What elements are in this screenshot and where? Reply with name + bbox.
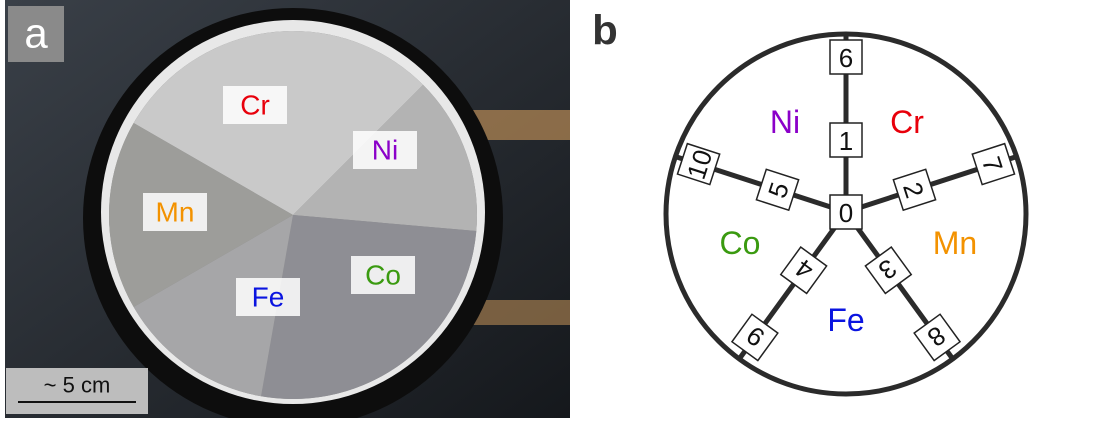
element-label: Co	[365, 260, 401, 291]
element-label: Ni	[770, 104, 800, 140]
position-node: 2	[893, 169, 935, 210]
position-node: 6	[830, 40, 862, 74]
node-label: 0	[839, 198, 853, 228]
position-node: 4	[781, 247, 827, 293]
position-node: 8	[914, 314, 960, 360]
element-label: Co	[720, 225, 761, 261]
position-node: 5	[756, 169, 798, 210]
panel-label: b	[592, 7, 618, 54]
figure: a ~ 5 cm CrNiMnFeCo b 016273849510NiCrCo…	[0, 0, 1113, 418]
node-label: 1	[839, 126, 853, 156]
scale-bar-label: ~ 5 cm	[44, 373, 111, 398]
panel-label: a	[24, 10, 48, 57]
element-label: Fe	[827, 302, 864, 338]
element-label: Cr	[890, 104, 924, 140]
position-node: 1	[830, 123, 862, 157]
position-node: 10	[677, 144, 719, 185]
position-node: 9	[732, 314, 778, 360]
element-label: Cr	[240, 90, 270, 121]
position-node: 7	[972, 144, 1014, 185]
element-label: Ni	[372, 135, 398, 166]
element-label: Mn	[933, 225, 977, 261]
element-label: Mn	[156, 197, 195, 228]
element-label: Fe	[252, 282, 285, 313]
photo	[5, 0, 570, 418]
position-node: 0	[830, 195, 862, 229]
position-node: 3	[865, 247, 911, 293]
node-label: 6	[839, 43, 853, 73]
